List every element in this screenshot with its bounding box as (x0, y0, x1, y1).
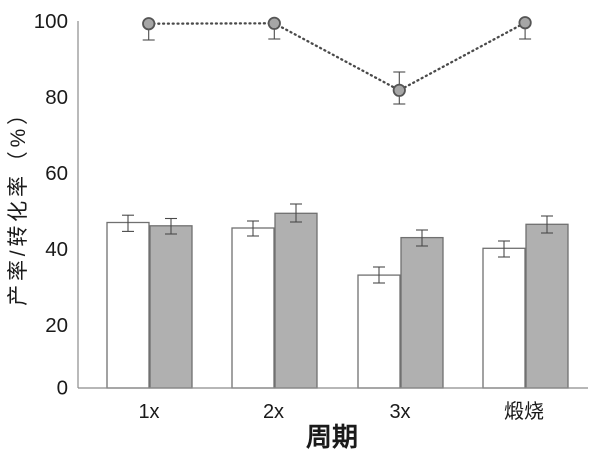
svg-text:3x: 3x (389, 401, 410, 423)
svg-text:1x: 1x (138, 401, 159, 423)
svg-text:产率/转化率（%）: 产率/转化率（%） (7, 100, 30, 306)
svg-text:20: 20 (45, 314, 68, 337)
svg-text:100: 100 (34, 10, 68, 33)
svg-text:周期: 周期 (306, 422, 358, 452)
svg-text:80: 80 (45, 86, 68, 109)
svg-text:煅烧: 煅烧 (504, 400, 544, 423)
svg-text:2x: 2x (263, 401, 284, 423)
svg-text:60: 60 (45, 162, 68, 185)
svg-text:40: 40 (45, 238, 68, 261)
svg-text:0: 0 (57, 377, 68, 400)
